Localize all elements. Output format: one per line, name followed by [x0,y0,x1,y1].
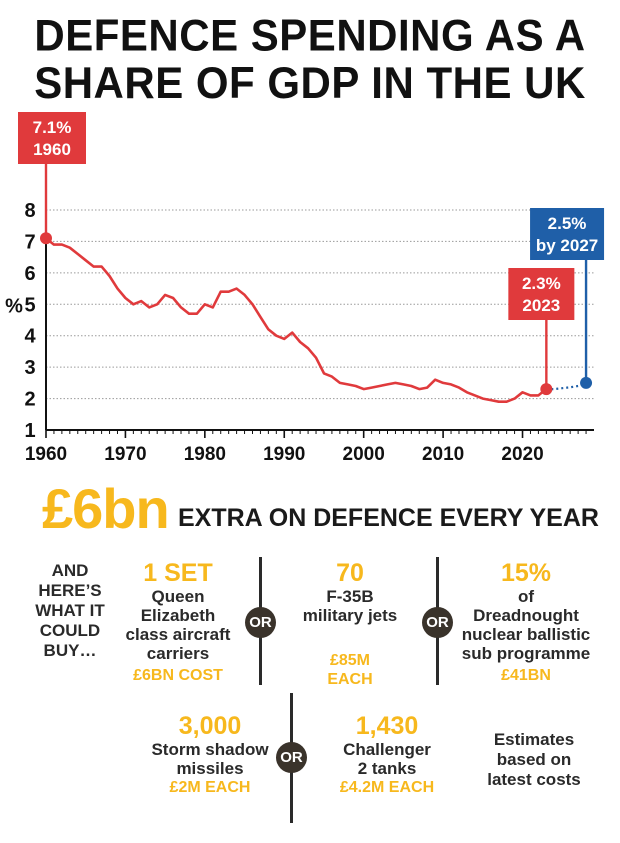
x-tick-label: 2000 [343,444,385,465]
subs-desc-4: sub programme [461,644,591,663]
y-tick-label: 7 [24,231,35,253]
annotation-value: 2.5% [548,214,587,233]
y-tick-label: 2 [24,389,35,411]
x-tick-label: 1970 [104,444,146,465]
missiles-cost: £2M EACH [169,779,251,796]
jets-desc-1: F-35B [326,587,374,606]
annotation-marker [580,376,593,389]
annotation-box [508,268,575,320]
option-subs: 15% of Dreadnought nuclear ballistic sub… [458,559,594,685]
headline-text: EXTRA ON DEFENCE EVERY YEAR [178,504,599,532]
estimates-note: Estimates based on latest costs [470,730,598,790]
missiles-count: 3,000 [178,712,242,740]
annotation-box [530,208,605,260]
y-tick-label: 3 [24,357,35,379]
intro-line: HERE’S [38,581,102,600]
or-badge-2: OR [422,607,453,638]
x-tick-label: 2010 [422,444,464,465]
annotation-marker [40,232,52,245]
or-badge-3: OR [276,742,307,773]
title-line-2: SHARE OF GDP IN THE UK [34,57,586,108]
annotation-box [18,112,86,164]
missiles-desc-1: Storm shadow [151,740,269,759]
intro-line: BUY… [43,641,97,660]
y-tick-label: 6 [24,263,35,285]
gdp-line-chart: 1 2 3 4 5 6 7 8% 1960 1970 1980 1990 2000 2010 2020 7.1… [5,112,605,465]
subs-share: 15% [500,559,552,587]
jets-desc-2: military jets [302,606,398,625]
or-badge-1: OR [245,607,276,638]
tanks-desc-2: 2 tanks [357,759,417,778]
option-jets: 70 F-35B military jets £85M EACH [280,559,420,689]
carriers-desc-4: carriers [146,644,210,663]
series-line-actual [45,237,548,404]
carriers-desc-1: Queen [151,587,205,606]
carriers-desc-2: Elizabeth [140,606,216,625]
subs-desc-3: nuclear ballistic [461,625,591,644]
title-line-1: DEFENCE SPENDING AS A [34,10,586,61]
missiles-desc-2: missiles [176,759,244,778]
intro-line: COULD [39,621,101,640]
carriers-cost: £6BN COST [133,667,223,684]
annotation-marker [540,383,553,396]
y-tick-label: 8 [24,200,35,222]
y-tick-label: 4 [24,326,36,348]
y-tick-label: 1 [24,420,35,442]
jets-cost-2: EACH [327,671,373,688]
annotation-year: 1960 [33,140,71,159]
carriers-desc-3: class aircraft [125,625,231,644]
series-line-projected [546,381,587,391]
intro-line: WHAT IT [35,601,105,620]
note-line: latest costs [487,770,581,789]
intro-line: AND [51,561,89,580]
x-tick-label: 2020 [501,444,543,465]
annotation-value: 7.1% [33,118,72,137]
annotation-value: 2.3% [522,274,561,293]
page-title: DEFENCE SPENDING AS A SHARE OF GDP IN TH… [0,12,620,107]
headline-amount: £6bn [42,477,170,540]
x-tick-label: 1960 [25,444,67,465]
carriers-count: 1 SET [143,559,213,587]
jets-cost-1: £85M [329,652,371,669]
tanks-count: 1,430 [355,712,419,740]
y-axis-label: % [5,295,23,317]
tanks-cost: £4.2M EACH [339,779,435,796]
option-carriers: 1 SET Queen Elizabeth class aircraft car… [113,559,243,685]
intro-text: AND HERE’S WHAT IT COULD BUY… [20,561,120,661]
subs-desc-2: Dreadnought [473,606,579,625]
tanks-desc-1: Challenger [343,740,431,759]
annotation-year: 2023 [522,296,560,315]
annotation-year: by 2027 [536,236,598,255]
note-line: Estimates [493,730,575,749]
y-tick-label: 5 [24,294,35,316]
subs-cost: £41BN [501,667,551,684]
option-tanks: 1,430 Challenger 2 tanks £4.2M EACH [322,712,452,797]
note-line: based on [496,750,572,769]
x-tick-label: 1990 [263,444,305,465]
x-tick-label: 1980 [184,444,226,465]
option-missiles: 3,000 Storm shadow missiles £2M EACH [140,712,280,797]
subs-desc-1: of [517,587,535,606]
jets-count: 70 [336,559,364,587]
